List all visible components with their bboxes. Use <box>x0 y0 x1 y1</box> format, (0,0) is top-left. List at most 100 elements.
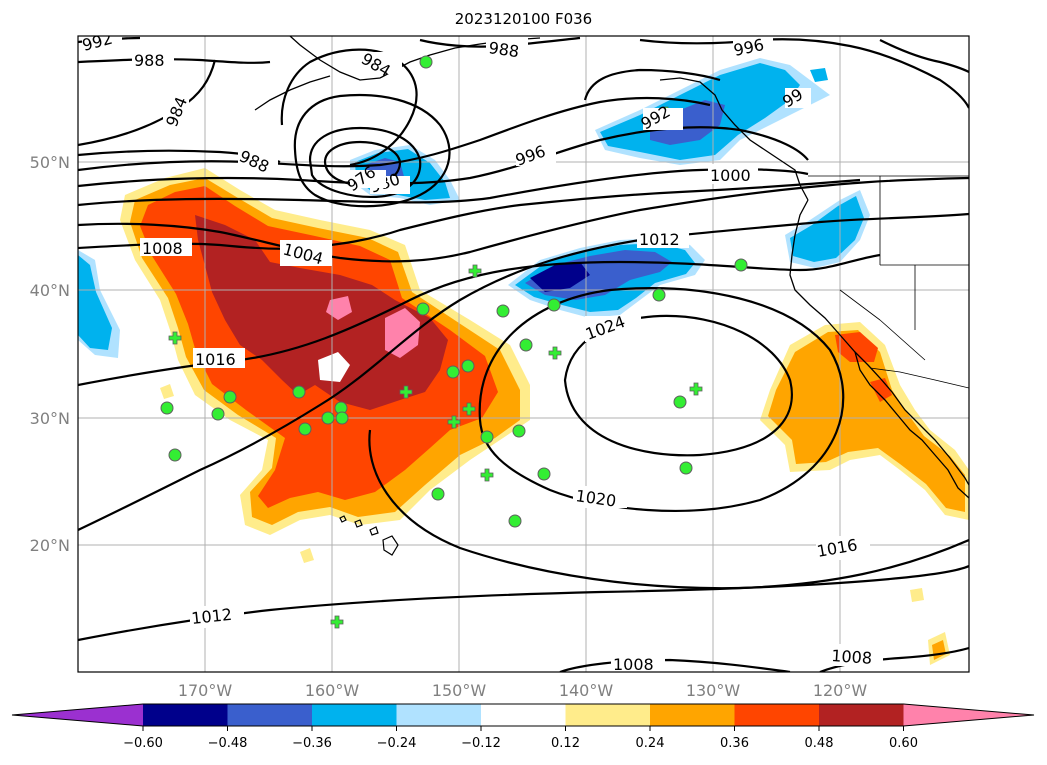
contour-label-1008-west: 1008 <box>142 239 183 258</box>
colorbar-tick-label: 0.12 <box>551 736 580 751</box>
pacific-northwest-skyblue-region <box>790 196 864 262</box>
colorbar-extension-low <box>12 704 143 726</box>
obs-circle <box>223 390 237 404</box>
lon-label-140: 140°W <box>559 681 614 700</box>
contour-1008-south <box>559 646 969 672</box>
maui-island <box>369 526 379 536</box>
observation-markers <box>160 55 748 629</box>
obs-cross <box>330 615 344 629</box>
obs-circle <box>160 401 174 415</box>
obs-circle <box>419 55 433 69</box>
colorbar-tick-label: −0.12 <box>461 736 501 751</box>
colorbar-tick-label: −0.48 <box>208 736 248 751</box>
colorbar-bin <box>143 704 228 726</box>
lon-label-150: 150°W <box>432 681 487 700</box>
hawaiian-islands <box>339 515 399 556</box>
colorbar-ticks: −0.60 −0.48 −0.36 −0.24 −0.12 0.12 0.24 0.36 0.4… <box>123 726 918 751</box>
map-frame <box>77 35 970 673</box>
hawaii-big-island <box>382 535 399 556</box>
obs-circle <box>679 461 693 475</box>
contour-labels: 992 988 988 984 988 984 980 976 996 996 … <box>80 35 883 674</box>
kauai-island <box>339 515 347 523</box>
contour-1020 <box>478 287 845 512</box>
obs-circles <box>160 55 748 528</box>
bc-coast-royalblue-region <box>650 100 725 145</box>
lon-label-120: 120°W <box>813 681 868 700</box>
colorbar-bin <box>396 704 482 726</box>
colorbar-bin <box>312 704 397 726</box>
contour-980 <box>293 93 451 208</box>
contour-label-996-ne: 996 <box>732 35 766 60</box>
obs-circle <box>321 411 335 425</box>
contour-label-1016-west: 1016 <box>195 350 236 369</box>
contour-label-1012-south: 1012 <box>190 605 232 628</box>
north-pacific-navy-region <box>530 262 590 292</box>
obs-cross <box>480 468 494 482</box>
obs-circle <box>508 514 522 528</box>
mexico-us-border <box>869 367 969 389</box>
obs-circle <box>292 385 306 399</box>
obs-circle <box>547 298 561 312</box>
contour-north-eastern <box>879 39 969 73</box>
colorbar-tick-label: −0.24 <box>377 736 417 751</box>
obs-circle <box>335 411 349 425</box>
oahu-island <box>354 519 363 528</box>
obs-cross <box>399 385 413 399</box>
lon-label-160: 160°W <box>305 681 360 700</box>
map-plot-area: 992 988 988 984 988 984 980 976 996 996 … <box>78 35 969 674</box>
central-pacific-firebrick-region <box>195 215 448 410</box>
colorbar: −0.60 −0.48 −0.36 −0.24 −0.12 0.12 0.24 0.36 0.4… <box>11 703 1035 751</box>
colorbar-tick-label: 0.24 <box>636 736 665 751</box>
colorbar-tick-label: 0.36 <box>720 736 749 751</box>
obs-circle <box>734 258 748 272</box>
contour-label-1008-south: 1008 <box>613 655 654 674</box>
baja-orangered-region <box>835 332 878 362</box>
central-pacific-pink-region <box>385 308 420 358</box>
obs-circle <box>461 359 475 373</box>
longitude-labels: 170°W 160°W 150°W 140°W 130°W 120°W <box>178 681 868 700</box>
obs-circle <box>431 487 445 501</box>
baja-orange-region <box>768 330 965 512</box>
colorbar-extension-high <box>903 704 1034 726</box>
obs-circle <box>416 302 430 316</box>
small-positive-patch <box>910 588 924 602</box>
colorbar-tick-label: −0.60 <box>123 736 163 751</box>
obs-circle <box>519 338 533 352</box>
us-state-borders <box>839 176 969 361</box>
baja-orangered-small <box>870 378 892 402</box>
lon-label-130: 130°W <box>686 681 741 700</box>
colorbar-tick-label: −0.36 <box>292 736 332 751</box>
colorbar-bin <box>227 704 313 726</box>
small-positive-patch <box>160 384 174 399</box>
obs-circle <box>496 304 510 318</box>
obs-circle <box>673 395 687 409</box>
colorbar-bin <box>650 704 735 726</box>
obs-cross <box>548 346 562 360</box>
contour-label-1012-north: 1012 <box>639 230 680 249</box>
lat-label-20: 20°N <box>30 536 70 555</box>
obs-cross <box>168 331 182 345</box>
contour-976 <box>308 126 422 198</box>
obs-cross <box>468 264 482 278</box>
colorbar-tick-label: 0.60 <box>889 736 918 751</box>
contour-label-988-nw: 988 <box>134 51 165 70</box>
contour-972 <box>323 140 402 187</box>
obs-circle <box>298 422 312 436</box>
colorbar-bin <box>819 704 904 726</box>
obs-cross <box>462 402 476 416</box>
colorbar-bins <box>11 703 1035 727</box>
lon-label-170: 170°W <box>178 681 233 700</box>
contour-label-988-n: 988 <box>487 38 520 61</box>
latitude-labels: 50°N 40°N 30°N 20°N <box>30 153 70 555</box>
obs-cross <box>689 382 703 396</box>
lat-label-50: 50°N <box>30 153 70 172</box>
contour-996 <box>78 126 809 188</box>
obs-circle <box>211 407 225 421</box>
contour-1008 <box>78 178 861 250</box>
small-positive-patch <box>300 548 314 563</box>
contour-1012 <box>78 212 969 531</box>
lat-label-30: 30°N <box>30 409 70 428</box>
obs-circle <box>168 448 182 462</box>
alaska-peninsula-coastline <box>254 75 331 111</box>
